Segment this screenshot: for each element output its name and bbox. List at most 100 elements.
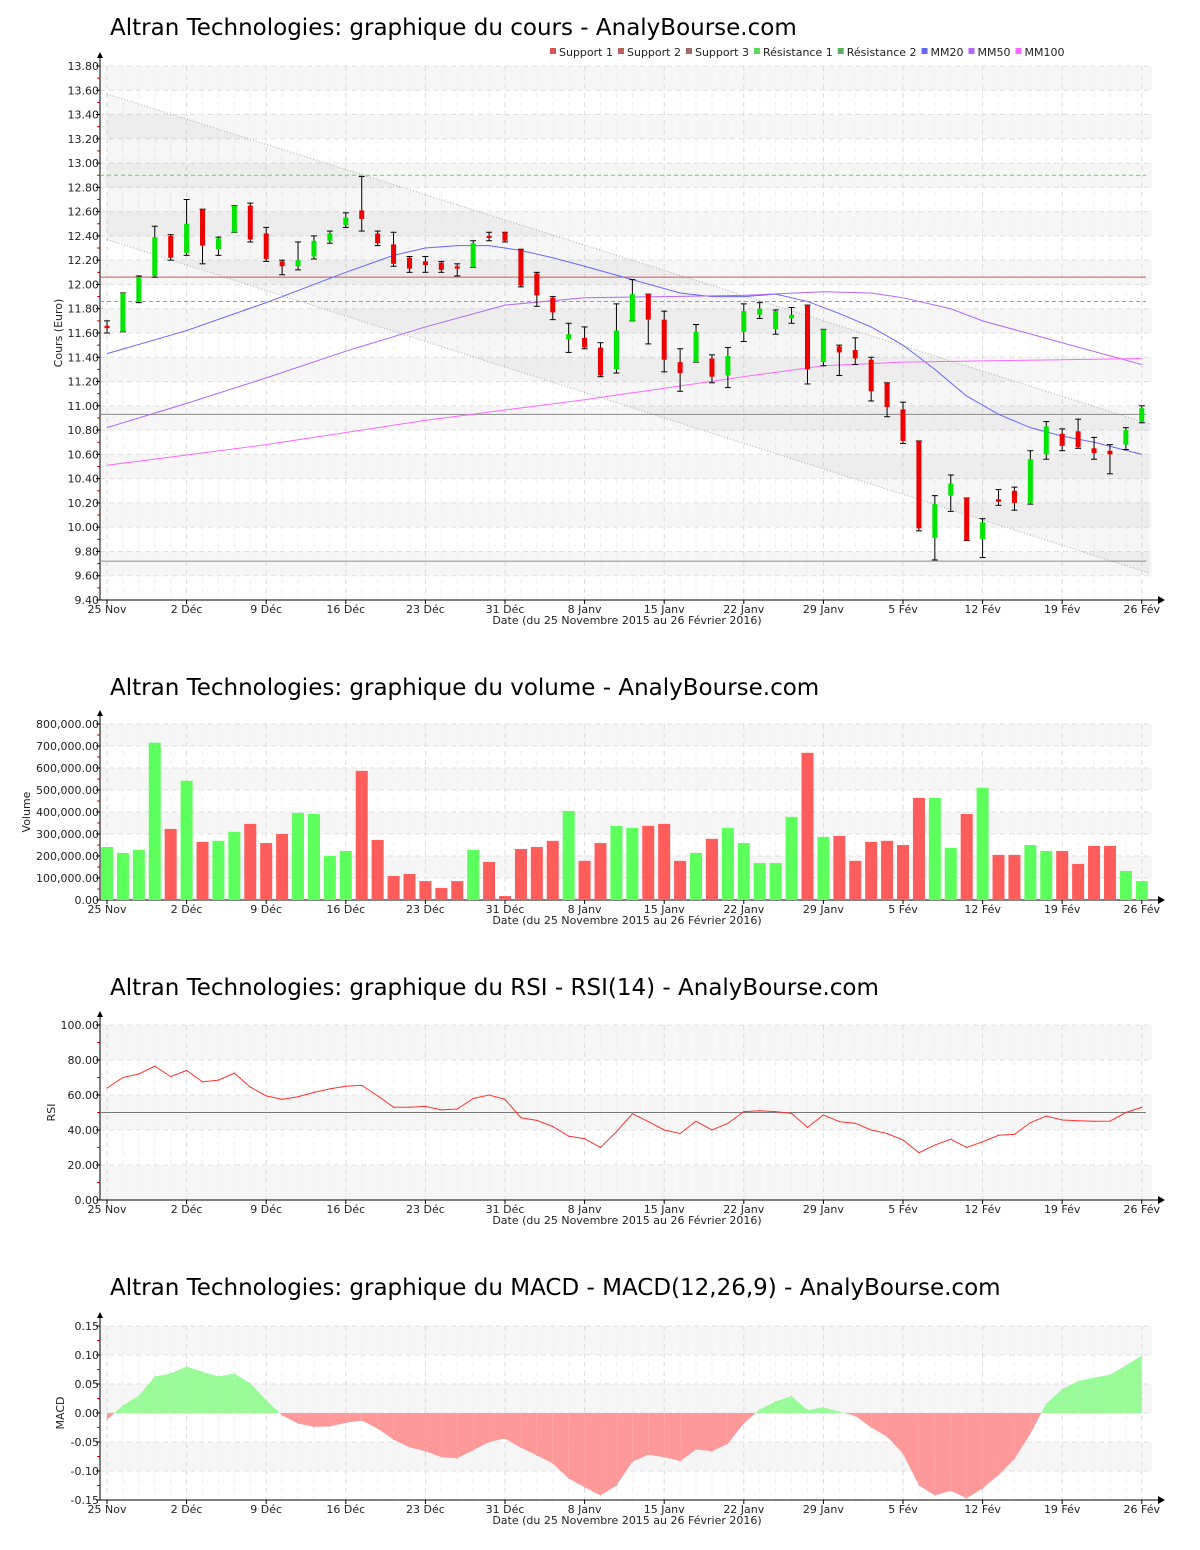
y-axis-arrow-icon: [97, 1312, 103, 1318]
volume-bar: [212, 840, 225, 900]
macd-area-segment: [425, 1413, 442, 1458]
candle-body: [868, 359, 874, 392]
legend-label: MM50: [978, 46, 1011, 59]
rsi-point: [233, 1072, 235, 1074]
x-tick-label: 12 Fév: [964, 1503, 1001, 1516]
candle: [167, 234, 174, 261]
candle: [963, 497, 970, 542]
grid-band: [100, 1326, 1152, 1355]
volume-bar: [403, 874, 416, 900]
volume-bar: [499, 896, 511, 900]
candle: [342, 212, 349, 228]
legend-swatch: [685, 48, 692, 54]
x-tick-label: 26 Fév: [1124, 603, 1161, 616]
x-tick-label: 23 Déc: [406, 903, 445, 916]
grid-band: [100, 768, 1152, 790]
candle-body: [454, 266, 460, 269]
volume-bar: [339, 850, 352, 900]
candle-body: [136, 277, 142, 302]
volume-bar: [626, 827, 639, 900]
candle: [804, 304, 811, 385]
x-tick-label: 12 Fév: [964, 903, 1001, 916]
rsi-point: [663, 1129, 665, 1131]
candle: [263, 226, 270, 262]
rsi-point: [345, 1085, 347, 1087]
candle: [613, 303, 620, 374]
macd-area-segment: [632, 1413, 649, 1462]
macd-point: [584, 1486, 586, 1488]
x-tick-label: 15 Janv: [644, 1203, 685, 1216]
volume-bar: [642, 825, 655, 900]
candle-body: [693, 331, 699, 363]
y-tick-label: 13.20: [68, 133, 100, 146]
candle: [1027, 450, 1034, 505]
candle-body: [757, 308, 763, 315]
rsi-point: [456, 1108, 458, 1110]
macd-point: [918, 1485, 920, 1486]
candle-body: [422, 261, 428, 266]
x-tick-label: 26 Fév: [1124, 1203, 1161, 1216]
macd-area-segment: [1109, 1365, 1126, 1413]
legend-label: Support 2: [627, 46, 681, 59]
candle: [502, 231, 508, 243]
macd-area-segment: [279, 1413, 283, 1416]
x-tick-label: 31 Déc: [486, 603, 525, 616]
macd-area-segment: [934, 1413, 951, 1496]
legend-label: Support 3: [695, 46, 749, 59]
rsi-point: [1013, 1133, 1016, 1135]
rsi-point: [568, 1135, 570, 1137]
y-tick-label: 9.80: [75, 545, 100, 558]
macd-area-segment: [791, 1396, 808, 1413]
macd-area-segment: [329, 1413, 346, 1427]
candle-body: [375, 233, 381, 244]
macd-point: [1093, 1377, 1095, 1379]
x-tick-label: 31 Déc: [486, 903, 525, 916]
y-tick-label: 11.20: [68, 376, 100, 389]
macd-area-segment: [107, 1413, 115, 1420]
volume-bar: [1135, 881, 1148, 900]
macd-area-segment: [361, 1413, 378, 1429]
x-tick-label: 26 Fév: [1124, 1503, 1161, 1516]
x-tick-label: 22 Janv: [723, 1503, 764, 1516]
candle: [151, 225, 158, 278]
macd-area-segment: [457, 1413, 474, 1459]
candle: [358, 175, 365, 232]
candle-body: [295, 260, 301, 267]
macd-point: [711, 1450, 713, 1452]
y-tick-label: 10.00: [68, 521, 100, 534]
trend-channel-lower-line: [106, 239, 1150, 574]
macd-point: [377, 1428, 379, 1430]
grid-band: [100, 1384, 1152, 1413]
rsi-point: [265, 1095, 267, 1097]
y-tick-label: 9.60: [75, 570, 100, 583]
macd-area-segment: [552, 1413, 569, 1479]
macd-area-segment: [982, 1413, 999, 1489]
rsi-point: [934, 1144, 936, 1146]
rsi-point: [552, 1125, 554, 1128]
macd-area-segment: [536, 1413, 553, 1464]
volume-chart-title: Altran Technologies: graphique du volume…: [110, 675, 819, 701]
candle-body: [311, 240, 317, 257]
candle: [1122, 427, 1129, 451]
candle: [390, 231, 397, 267]
candle-body: [820, 329, 826, 363]
macd-point: [886, 1436, 888, 1438]
volume-bar: [451, 881, 464, 900]
macd-area-segment: [823, 1407, 840, 1413]
macd-point: [1013, 1458, 1015, 1460]
grid-band: [100, 502, 1152, 528]
x-tick-label: 2 Déc: [171, 903, 203, 916]
mm100-line: [106, 357, 1142, 466]
rsi-point: [902, 1139, 904, 1141]
candle-body: [550, 297, 556, 313]
macd-area-segment: [234, 1373, 251, 1413]
candle-body: [502, 232, 508, 241]
rsi-point: [806, 1126, 809, 1128]
grid-band: [100, 812, 1152, 834]
candle: [884, 382, 891, 418]
candle-body: [916, 441, 922, 529]
rsi-point: [743, 1111, 745, 1113]
rsi-point: [647, 1121, 649, 1123]
grid-band: [100, 724, 1152, 746]
macd-point: [950, 1490, 952, 1492]
